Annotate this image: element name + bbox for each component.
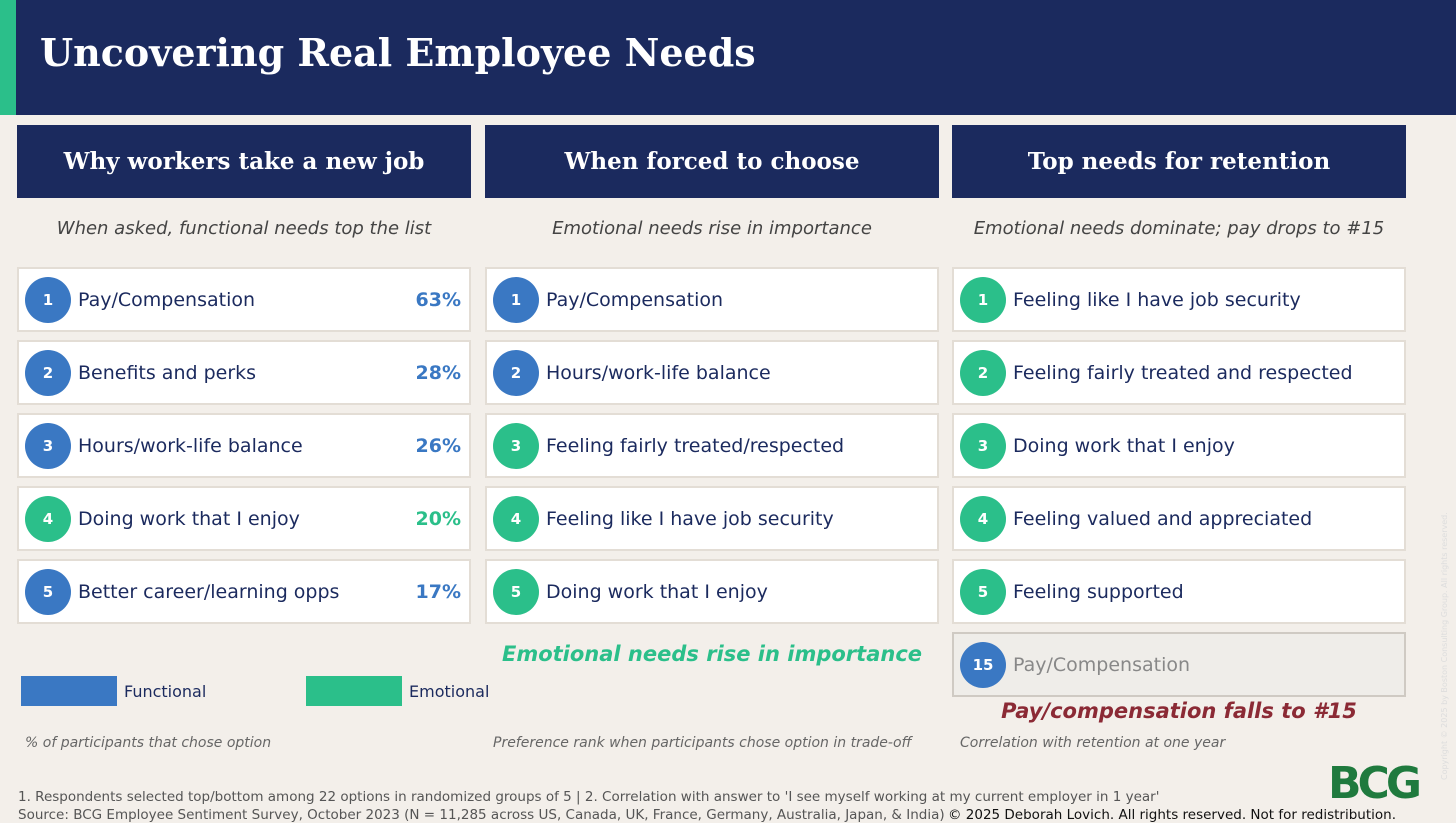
item-label: Feeling fairly treated and respected [1013, 361, 1353, 384]
item-label: Feeling like I have job security [1013, 288, 1301, 311]
rank-badge: 4 [960, 495, 1006, 542]
legend-swatch [306, 676, 402, 706]
item-label: Feeling like I have job security [546, 507, 834, 530]
list-item: 1 Pay/Compensation [485, 267, 939, 332]
rank-badge: 3 [960, 422, 1006, 469]
column: Why workers take a new job When asked, fu… [17, 0, 471, 823]
item-value: 26% [415, 434, 461, 457]
rank-badge: 1 [493, 276, 539, 323]
rank-badge: 1 [25, 276, 71, 323]
item-label: Doing work that I enjoy [546, 580, 768, 603]
rank-badge: 2 [25, 349, 71, 396]
list-item: 5 Doing work that I enjoy [485, 559, 939, 624]
item-label: Better career/learning opps [78, 580, 340, 603]
item-label: Feeling fairly treated/respected [546, 434, 845, 457]
side-note: Copyright © 2025 by Boston Consulting Gr… [1440, 512, 1449, 780]
column: When forced to choose Emotional needs ris… [485, 0, 939, 823]
rank-badge: 1 [960, 276, 1006, 323]
legend-label: Functional [124, 682, 207, 701]
callout: Pay/compensation falls to #15 [1001, 699, 1357, 723]
item-label: Doing work that I enjoy [1013, 434, 1235, 457]
title: Uncovering Real Employee Needs [40, 30, 756, 75]
rank-badge: 15 [960, 641, 1006, 688]
item-label: Hours/work-life balance [546, 361, 771, 384]
caption: % of participants that chose option [25, 735, 272, 751]
column-heading: Top needs for retention [952, 125, 1406, 198]
footnote: 1. Respondents selected top/bottom among… [18, 789, 1160, 805]
column-heading: Why workers take a new job [17, 125, 471, 198]
list-item: 1 Feeling like I have job security [952, 267, 1406, 332]
caption: Preference rank when participants chose … [493, 735, 912, 751]
logo: BCG [1328, 758, 1422, 809]
item-value: 28% [415, 361, 461, 384]
rank-badge: 4 [25, 495, 71, 542]
item-label: Feeling valued and appreciated [1013, 507, 1313, 530]
rank-badge: 3 [25, 422, 71, 469]
legend-swatch [21, 676, 117, 706]
item-value: 63% [415, 288, 461, 311]
column-subtitle: When asked, functional needs top the lis… [56, 218, 432, 239]
item-label: Pay/Compensation [78, 288, 256, 311]
rank-badge: 3 [493, 422, 539, 469]
list-item: 15 Pay/Compensation [952, 632, 1406, 697]
item-label: Feeling supported [1013, 580, 1184, 603]
list-item: 5 Feeling supported [952, 559, 1406, 624]
list-item: 3 Doing work that I enjoy [952, 413, 1406, 478]
item-label: Benefits and perks [78, 361, 257, 384]
item-label: Doing work that I enjoy [78, 507, 300, 530]
copyright: © 2025 Deborah Lovich. All rights reserv… [947, 807, 1396, 823]
rank-badge: 4 [493, 495, 539, 542]
list-item: 2 Feeling fairly treated and respected [952, 340, 1406, 405]
item-label: Pay/Compensation [1013, 653, 1191, 676]
item-value: 17% [415, 580, 461, 603]
list-item: 4 Feeling like I have job security [485, 486, 939, 551]
item-label: Hours/work-life balance [78, 434, 303, 457]
item-value: 20% [415, 507, 461, 530]
list-item: 1 Pay/Compensation 63% [17, 267, 471, 332]
list-item: 3 Feeling fairly treated/respected [485, 413, 939, 478]
column: Top needs for retention Emotional needs d… [952, 0, 1406, 823]
callout: Emotional needs rise in importance [501, 642, 923, 666]
rank-badge: 2 [493, 349, 539, 396]
accent-stripe [0, 0, 16, 115]
caption: Correlation with retention at one year [960, 735, 1226, 751]
rank-badge: 5 [25, 568, 71, 615]
list-item: 2 Hours/work-life balance [485, 340, 939, 405]
list-item: 5 Better career/learning opps 17% [17, 559, 471, 624]
header-bar [0, 0, 1456, 115]
list-item: 4 Feeling valued and appreciated [952, 486, 1406, 551]
item-label: Pay/Compensation [546, 288, 724, 311]
column-subtitle: Emotional needs dominate; pay drops to #… [973, 218, 1385, 239]
list-item: 3 Hours/work-life balance 26% [17, 413, 471, 478]
rank-badge: 5 [493, 568, 539, 615]
source: Source: BCG Employee Sentiment Survey, O… [18, 807, 945, 823]
rank-badge: 2 [960, 349, 1006, 396]
list-item: 2 Benefits and perks 28% [17, 340, 471, 405]
legend-label: Emotional [409, 682, 490, 701]
rank-badge: 5 [960, 568, 1006, 615]
list-item: 4 Doing work that I enjoy 20% [17, 486, 471, 551]
column-heading: When forced to choose [485, 125, 939, 198]
column-subtitle: Emotional needs rise in importance [552, 218, 872, 239]
